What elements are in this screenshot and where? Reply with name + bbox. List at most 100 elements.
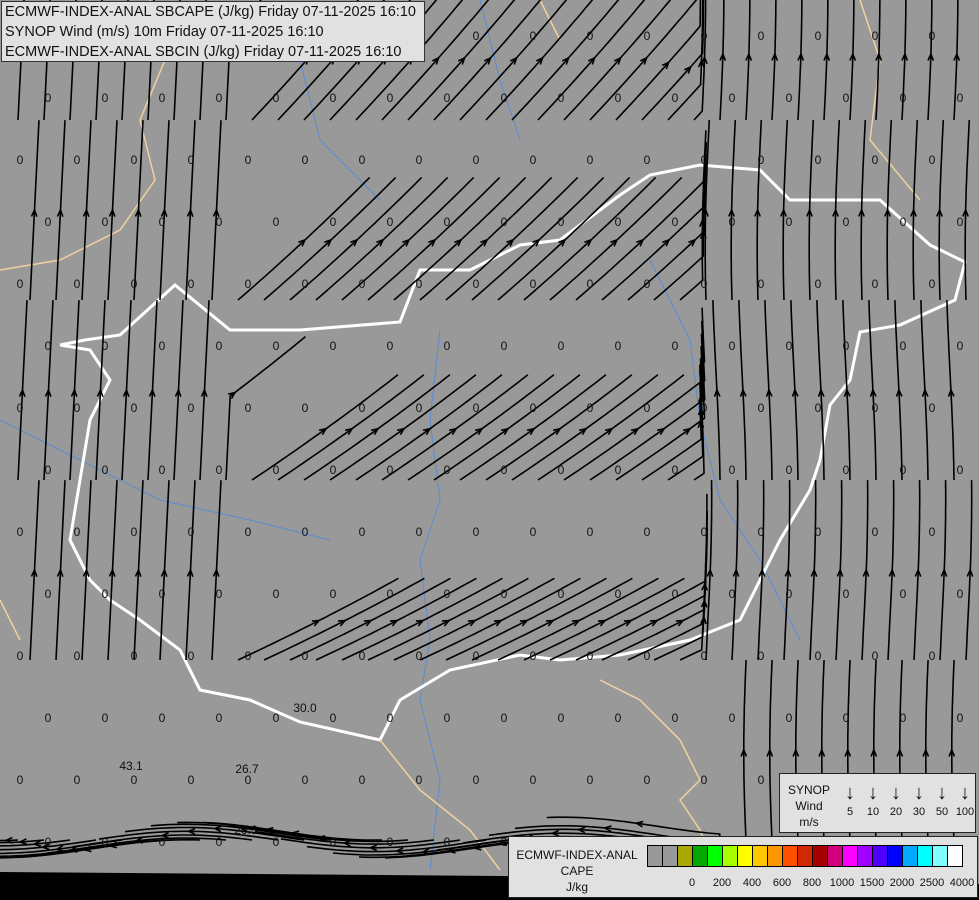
streamline-arrowhead-icon [630, 427, 640, 436]
streamline-arrowhead-icon [82, 568, 90, 577]
down-arrow-icon: ↓ [868, 782, 878, 804]
streamline-arrowhead-icon [849, 52, 857, 61]
streamline-arrowhead-icon [884, 207, 891, 217]
streamline [0, 839, 19, 842]
streamline-arrowhead-icon [389, 619, 399, 627]
streamline-arrowhead-icon [784, 568, 792, 577]
streamline-arrowhead-icon [480, 238, 489, 247]
river [419, 329, 441, 871]
cin-value: 0 [672, 215, 679, 229]
wind-legend: SYNOP Wind m/s ↓ 5 ↓ 10 ↓ 20 ↓ 30 ↓ 50 ↓ 100 [779, 773, 976, 833]
streamline-arrowhead-icon [843, 388, 851, 397]
streamline-arrowhead-icon [578, 427, 588, 436]
streamline-arrowhead-icon [561, 56, 570, 65]
cin-value: 0 [74, 649, 81, 663]
wind-legend-speed: ↓ 50 [930, 780, 954, 818]
cin-value: 0 [843, 711, 850, 725]
cin-value: 0 [188, 153, 195, 167]
cape-tick-label: 4000 [949, 877, 975, 889]
streamline-arrowhead-icon [200, 388, 208, 397]
cin-value: 0 [501, 711, 508, 725]
cape-color-swatch [723, 846, 738, 866]
cin-value: 0 [330, 463, 337, 477]
country-border [59, 163, 967, 742]
streamline-arrowhead-icon [817, 388, 825, 397]
streamline-arrowhead-icon [661, 60, 670, 70]
streamline-arrowhead-icon [40, 843, 50, 851]
cin-value: 0 [387, 215, 394, 229]
cin-values: 0 0 0 0 0 0 0 0 0 0 0 0 0 0 0 0 0 0 0 0 0 0 0 0 0 0 0 0 0 0 0 0 0 0 0 0 0 0 0 0… [17, 29, 964, 849]
cin-value: 0 [302, 401, 309, 415]
cin-value: 0 [900, 215, 907, 229]
streamline-arrowhead-icon [702, 207, 709, 217]
cin-value: 0 [17, 773, 24, 787]
cin-value: 0 [273, 339, 280, 353]
streamline-arrowhead-icon [806, 207, 813, 217]
river [0, 419, 331, 541]
cape-color-swatch [708, 846, 723, 866]
cin-value: 0 [957, 91, 964, 105]
cape-color-swatch [768, 846, 783, 866]
cin-value: 0 [45, 339, 52, 353]
cin-value: 0 [786, 215, 793, 229]
cape-color-scale [647, 845, 963, 867]
cin-value: 0 [273, 587, 280, 601]
cin-value: 0 [758, 29, 765, 43]
streamline-arrowhead-icon [698, 393, 705, 403]
cin-value: 0 [530, 29, 537, 43]
cin-value: 0 [245, 525, 252, 539]
streamline-arrowhead-icon [688, 238, 697, 247]
streamline-arrowhead-icon [636, 238, 645, 247]
cin-value: 0 [359, 773, 366, 787]
streamline-arrowhead-icon [441, 619, 451, 627]
streamline-arrowhead-icon [376, 238, 385, 247]
cin-value: 0 [530, 153, 537, 167]
streamline-arrowhead-icon [186, 827, 196, 835]
cin-value: 0 [387, 91, 394, 105]
cin-value: 0 [872, 401, 879, 415]
streamline-arrowhead-icon [818, 747, 826, 757]
streamline-arrowhead-icon [467, 619, 477, 627]
cin-value: 0 [587, 277, 594, 291]
cin-value: 0 [815, 153, 822, 167]
cin-value: 0 [359, 649, 366, 663]
cin-value: 0 [216, 835, 223, 849]
cin-value: 0 [872, 525, 879, 539]
cin-value: 0 [786, 463, 793, 477]
cin-value: 0 [387, 339, 394, 353]
cin-value: 0 [473, 525, 480, 539]
cin-value: 0 [615, 711, 622, 725]
cin-value: 0 [615, 339, 622, 353]
cin-value: 0 [359, 277, 366, 291]
cin-value: 0 [188, 401, 195, 415]
cin-value: 0 [558, 463, 565, 477]
cin-value: 0 [758, 773, 765, 787]
cin-value: 0 [45, 711, 52, 725]
streamline-arrowhead-icon [662, 238, 671, 247]
title-cin: ECMWF-INDEX-ANAL SBCIN (J/kg) Friday 07-… [5, 44, 402, 60]
cin-value: 0 [815, 649, 822, 663]
streamline-arrowhead-icon [454, 238, 463, 247]
cin-value: 0 [245, 277, 252, 291]
streamline [433, 0, 542, 121]
cin-value: 0 [131, 401, 138, 415]
cin-value: 0 [758, 649, 765, 663]
cin-value: 20.3 [234, 823, 258, 837]
streamline-arrowhead-icon [634, 820, 644, 828]
streamline-arrowhead-icon [719, 52, 727, 61]
streamline-arrowhead-icon [732, 568, 740, 577]
cin-value: 0 [102, 835, 109, 849]
cin-value: 0 [900, 339, 907, 353]
streamline-arrowhead-icon [160, 208, 168, 217]
streamline [537, 0, 646, 121]
cin-value: 0 [216, 711, 223, 725]
streamline-arrowhead-icon [675, 619, 685, 627]
cin-value: 0 [900, 587, 907, 601]
streamline [797, 0, 803, 121]
streamline-arrowhead-icon [656, 427, 666, 436]
streamline-arrowhead-icon [940, 568, 948, 577]
cin-value: 0 [587, 401, 594, 415]
wind-legend-line: Wind [795, 799, 823, 813]
streamline [563, 0, 672, 121]
streamline-arrowhead-icon [82, 208, 90, 217]
